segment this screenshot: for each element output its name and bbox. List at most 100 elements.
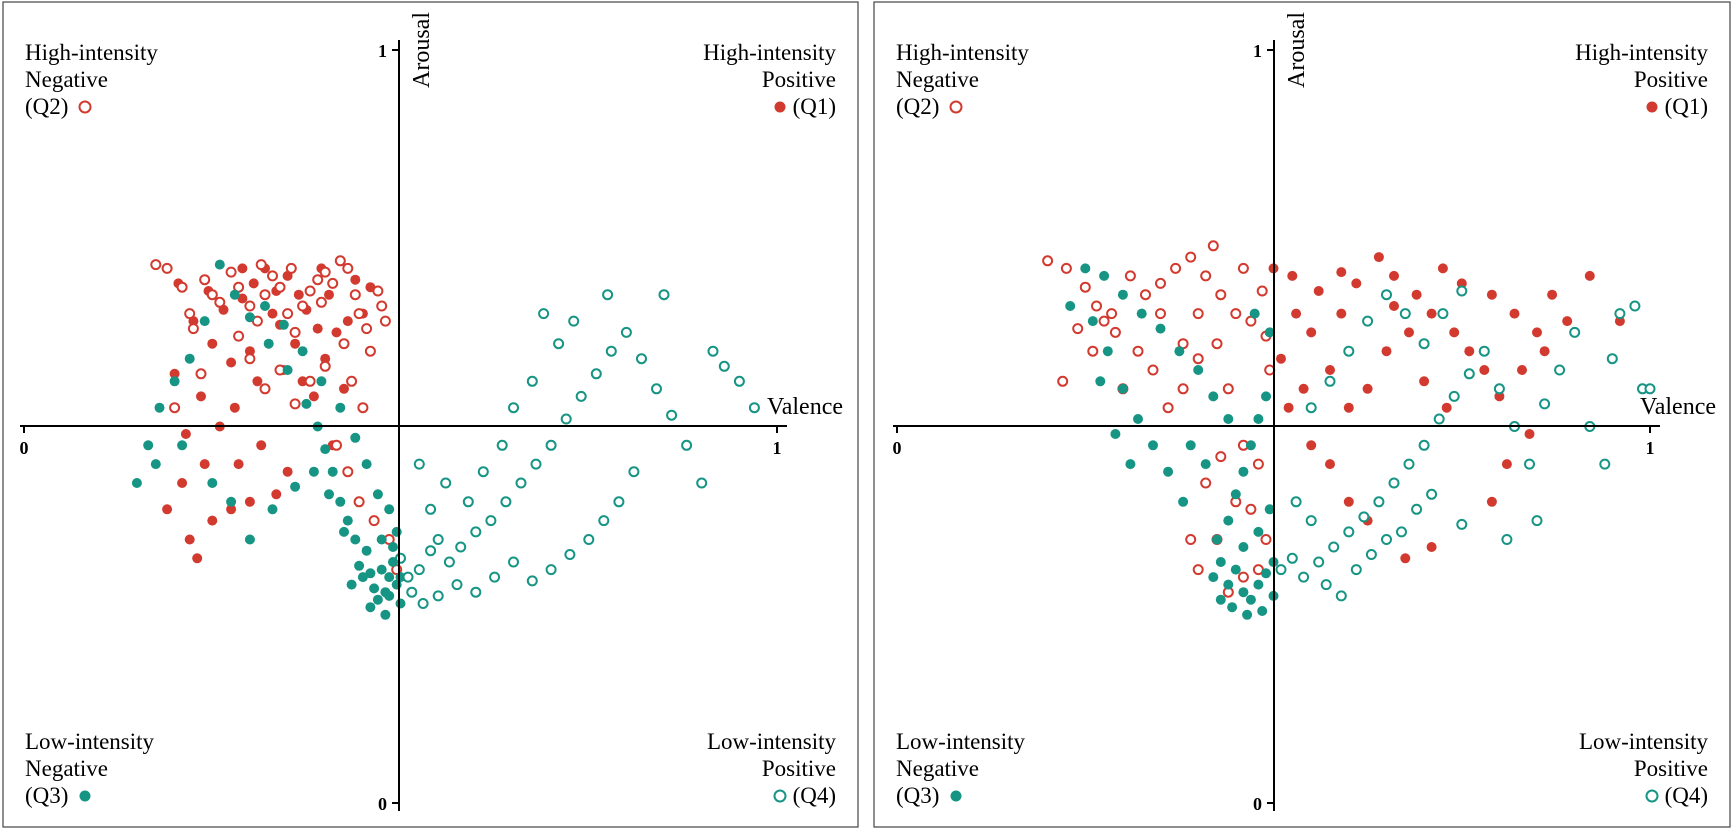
point-q1 <box>1336 308 1347 319</box>
y-tick-label-1: 1 <box>378 41 387 61</box>
point-q4 <box>568 315 580 327</box>
quadrant-marker-q3 <box>79 790 91 802</box>
point-q4 <box>1275 564 1287 576</box>
point-q3 <box>1095 376 1106 387</box>
point-q4 <box>1403 458 1415 470</box>
point-q1 <box>293 289 304 300</box>
point-q2 <box>255 259 267 271</box>
quadrant-marker-q1 <box>1646 101 1658 113</box>
point-q2 <box>297 300 309 312</box>
point-q2 <box>267 270 278 282</box>
point-q1 <box>1306 327 1317 338</box>
point-q2 <box>1192 564 1204 576</box>
point-q2 <box>1256 285 1268 297</box>
point-q4 <box>707 345 719 357</box>
point-q1 <box>1547 289 1558 300</box>
point-q2 <box>1237 571 1249 583</box>
point-q4 <box>1478 345 1490 357</box>
point-q2 <box>364 345 376 357</box>
point-q4 <box>545 439 557 451</box>
point-q3 <box>365 568 376 579</box>
point-q2 <box>1098 315 1110 327</box>
quadrant-text-line: Positive <box>762 67 836 92</box>
point-q2 <box>1091 300 1102 312</box>
point-q3 <box>214 259 225 270</box>
point-q3 <box>177 440 188 451</box>
point-q4 <box>451 579 463 591</box>
point-q3 <box>350 534 361 545</box>
point-q4 <box>1456 518 1468 530</box>
point-q2 <box>289 326 301 338</box>
y-axis-label: Arousal <box>1284 12 1310 88</box>
quadrant-text-line: (Q3) <box>25 783 68 808</box>
point-q2 <box>282 308 294 320</box>
point-q3 <box>384 590 395 601</box>
point-q3 <box>324 489 334 500</box>
point-q2 <box>1222 383 1234 395</box>
point-q2 <box>312 274 324 286</box>
point-q1 <box>244 346 255 357</box>
quadrant-text-line: (Q4) <box>793 783 836 808</box>
point-q1 <box>1325 459 1335 470</box>
point-q3 <box>1110 429 1121 439</box>
point-q3 <box>335 402 346 413</box>
point-q1 <box>207 515 218 526</box>
point-q3 <box>278 319 289 330</box>
point-q1 <box>248 278 259 289</box>
quadrant-marker-q4 <box>1645 789 1659 803</box>
point-q3 <box>1253 579 1264 590</box>
point-q1 <box>226 357 237 368</box>
point-q1 <box>169 368 180 379</box>
point-q2 <box>331 439 342 451</box>
point-q3 <box>1249 308 1260 319</box>
quadrant-text-line: (Q3) <box>896 783 939 808</box>
x-tick-label-0: 0 <box>893 438 902 458</box>
x-tick-label-1: 1 <box>773 438 782 458</box>
point-q4 <box>1335 590 1347 602</box>
point-q2 <box>1264 364 1276 376</box>
point-q4 <box>666 409 678 421</box>
y-tick-label-0: 0 <box>378 794 387 814</box>
point-q1 <box>1486 289 1497 300</box>
point-q4 <box>413 564 425 576</box>
quadrant-text-line: High-intensity <box>703 40 836 65</box>
point-q4 <box>1305 402 1317 414</box>
point-q1 <box>1389 270 1399 281</box>
point-q1 <box>1441 402 1452 413</box>
point-q3 <box>1212 534 1222 545</box>
point-q3 <box>376 564 387 575</box>
point-q4 <box>1629 300 1641 312</box>
point-q1 <box>1291 308 1302 319</box>
point-q4 <box>605 345 617 357</box>
x-axis-label: Valence <box>767 394 843 420</box>
point-q2 <box>1185 251 1197 263</box>
point-q4 <box>1365 549 1377 560</box>
point-q4 <box>1554 364 1566 376</box>
point-q3 <box>350 432 361 443</box>
point-q4 <box>508 556 519 568</box>
point-q3 <box>1245 594 1256 605</box>
point-q3 <box>1208 572 1219 583</box>
point-q2 <box>372 285 384 297</box>
point-q4 <box>496 439 508 451</box>
point-q4 <box>620 326 632 338</box>
point-q1 <box>1437 263 1448 274</box>
point-q1 <box>1562 316 1573 327</box>
point-q2 <box>1207 240 1219 252</box>
point-q4 <box>443 556 455 568</box>
quadrant-marker-q4 <box>773 789 787 803</box>
point-q1 <box>271 489 282 500</box>
point-q3 <box>388 542 398 552</box>
point-q3 <box>150 459 161 470</box>
point-q2 <box>184 308 196 320</box>
quadrant-marker-q2 <box>949 100 963 114</box>
point-q3 <box>1230 489 1241 500</box>
point-q1 <box>1486 496 1497 507</box>
point-q4 <box>1569 326 1581 338</box>
point-q4 <box>417 598 429 609</box>
point-q3 <box>1080 263 1091 274</box>
point-q2 <box>1215 289 1227 301</box>
